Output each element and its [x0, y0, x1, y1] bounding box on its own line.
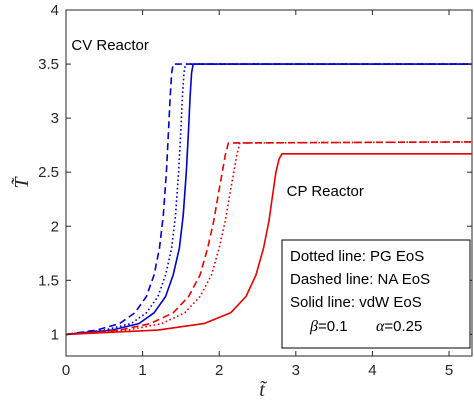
y-tick-label: 1.5 [38, 272, 59, 289]
x-tick-label: 4 [368, 362, 376, 379]
legend-param-beta: β=0.1 [309, 318, 348, 335]
alpha-symbol: α [376, 318, 385, 335]
y-tick-label: 2.5 [38, 164, 59, 181]
y-tick-label: 1 [51, 326, 59, 343]
x-axis-label: t̃ [259, 379, 267, 401]
annotation-cv-reactor: CV Reactor [71, 37, 149, 54]
x-tick-label: 0 [62, 362, 70, 379]
x-tick-label: 2 [215, 362, 223, 379]
y-tick-label: 3 [51, 110, 59, 127]
plot-frame [65, 9, 473, 357]
series-line-cp-solid [65, 153, 472, 336]
series-layer [65, 63, 473, 336]
annotation-cp-reactor: CP Reactor [287, 183, 364, 200]
series-line-cv-dashed [65, 63, 472, 336]
x-tick-label: 5 [445, 362, 453, 379]
series-line-cv-solid [65, 63, 472, 336]
y-tick-label: 4 [51, 2, 59, 19]
y-axis-label: T̃ [10, 176, 33, 189]
series-line-cp-dashed [65, 141, 473, 336]
legend-line-vdw: Solid line: vdW EoS [290, 294, 422, 311]
y-tick-label: 3.5 [38, 56, 59, 73]
legend-box: Dotted line: PG EoS Dashed line: NA EoS … [281, 239, 471, 349]
alpha-value: =0.25 [384, 318, 422, 335]
legend-frame [281, 239, 471, 349]
legend-line-na: Dashed line: NA EoS [290, 271, 430, 288]
legend-line-pg: Dotted line: PG EoS [290, 248, 424, 265]
beta-value: =0.1 [318, 318, 348, 335]
legend-param-alpha: α=0.25 [376, 318, 422, 335]
tick-layer: 0 1 2 3 4 5 1 1.5 2 2.5 3 3.5 4 [38, 2, 472, 379]
x-tick-label: 1 [138, 362, 146, 379]
x-tick-label: 3 [292, 362, 300, 379]
beta-symbol: β [309, 318, 318, 335]
y-tick-label: 2 [51, 218, 59, 235]
